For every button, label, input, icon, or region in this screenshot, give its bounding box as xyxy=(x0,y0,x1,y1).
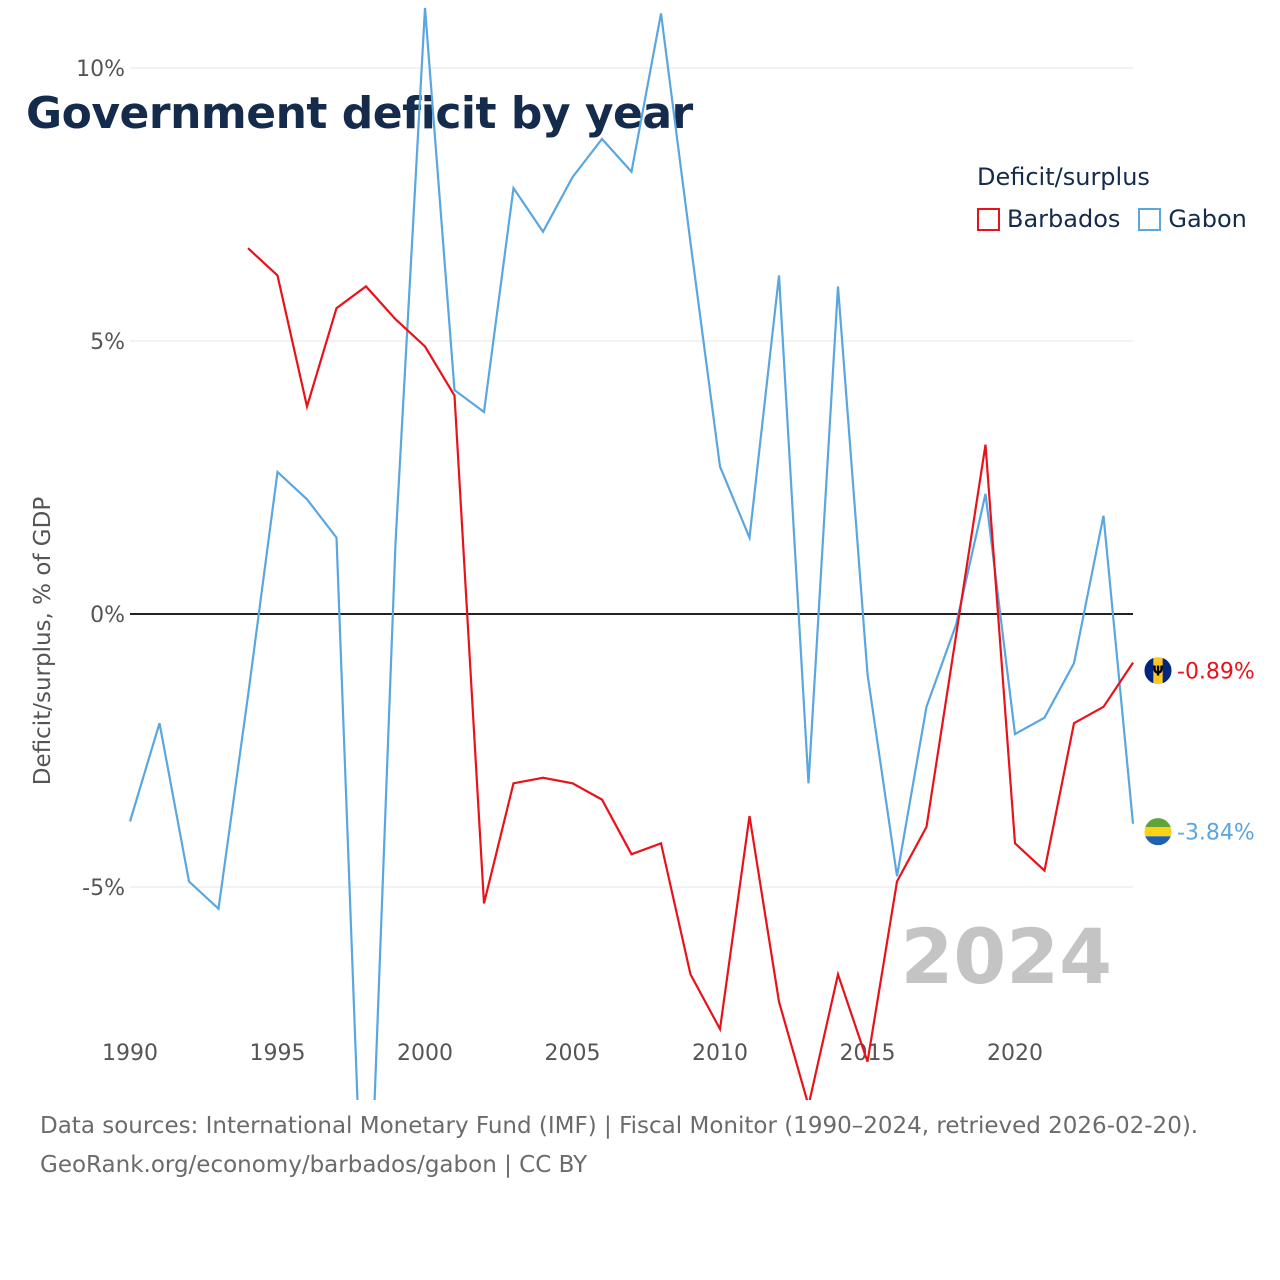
y-tick-label: 0% xyxy=(90,603,125,628)
series-lines xyxy=(128,7,1135,1100)
legend: Barbados Gabon xyxy=(977,205,1265,233)
chart-title: Government deficit by year xyxy=(26,88,693,139)
series-line-barbados xyxy=(247,247,1134,1100)
y-tick-label: 5% xyxy=(90,330,125,355)
legend-label-barbados: Barbados xyxy=(1007,205,1121,233)
x-tick-label: 2015 xyxy=(840,1041,896,1066)
x-tick-label: 1995 xyxy=(250,1041,306,1066)
x-tick-label: 2010 xyxy=(692,1041,748,1066)
legend-swatch-gabon xyxy=(1138,207,1162,231)
sources-line: Data sources: International Monetary Fun… xyxy=(40,1113,1199,1139)
y-axis-label: Deficit/surplus, % of GDP xyxy=(30,497,56,786)
y-tick-label: 10% xyxy=(76,57,125,82)
y-axis-ticks: 10%5%0%-5%-10% xyxy=(76,57,125,901)
series-line-gabon xyxy=(128,7,1135,1100)
legend-swatch-barbados xyxy=(977,207,1000,231)
x-axis-ticks: 1990 1995 2000 2005 2010 2015 2020 xyxy=(102,1041,1043,1066)
x-tick-label: 2020 xyxy=(987,1041,1043,1066)
legend-item-gabon[interactable]: Gabon xyxy=(1138,205,1247,233)
gridlines xyxy=(130,67,1133,888)
series-end-labels: Ψ -0.89% -3.84% xyxy=(1143,656,1255,847)
x-tick-label: 2005 xyxy=(545,1041,601,1066)
attribution-line: GeoRank.org/economy/barbados/gabon | CC … xyxy=(40,1152,588,1178)
y-tick-label: -5% xyxy=(82,876,125,901)
legend-item-barbados[interactable]: Barbados xyxy=(977,205,1120,233)
end-label-barbados: -0.89% xyxy=(1177,660,1255,685)
gabon-flag-icon xyxy=(1143,817,1173,847)
x-tick-label: 1990 xyxy=(102,1041,158,1066)
legend-title: Deficit/surplus xyxy=(977,163,1150,191)
legend-label-gabon: Gabon xyxy=(1168,205,1247,233)
svg-text:Ψ: Ψ xyxy=(1152,665,1163,680)
end-label-gabon: -3.84% xyxy=(1177,821,1255,846)
barbados-flag-icon: Ψ xyxy=(1143,656,1173,686)
chart-plot: 10%5%0%-5%-10% 1990199520002005201020152… xyxy=(30,7,1255,1100)
data-sources: Data sources: International Monetary Fun… xyxy=(40,1107,1198,1185)
year-watermark: 2024 xyxy=(900,912,1112,1001)
x-tick-label: 2000 xyxy=(397,1041,453,1066)
